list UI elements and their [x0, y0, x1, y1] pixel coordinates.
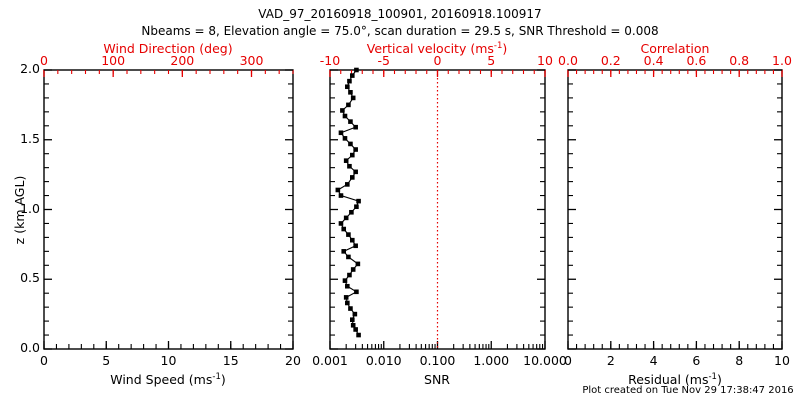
data-point — [348, 90, 353, 95]
panel3-tick-3: 6 — [692, 353, 701, 368]
panel3-top-tick-3: 0.6 — [686, 53, 707, 68]
data-point — [350, 152, 355, 158]
data-point — [350, 175, 355, 180]
panel3-tick-0: 0 — [564, 353, 572, 368]
data-point — [350, 95, 356, 101]
panel1-tick-3: 15 — [222, 353, 239, 368]
panel1-tick-2: 10 — [160, 353, 177, 368]
data-point — [349, 209, 354, 215]
data-point — [353, 169, 358, 175]
data-point — [345, 182, 350, 187]
panel2-tick-2: 0.100 — [419, 353, 456, 368]
panel1-top-tick-2: 200 — [170, 53, 195, 68]
data-point — [346, 232, 351, 237]
data-point — [345, 84, 350, 90]
data-point — [347, 163, 352, 169]
panel3-top-tick-1: 0.2 — [600, 53, 621, 68]
panel3-top-tick-0: 0.0 — [558, 53, 578, 68]
data-point — [341, 249, 347, 254]
panel3-tick-5: 10 — [774, 353, 790, 368]
data-point — [338, 130, 344, 136]
data-point — [353, 243, 358, 249]
data-point — [342, 113, 348, 119]
data-point — [350, 322, 356, 328]
data-point — [350, 73, 355, 78]
data-point — [345, 283, 350, 289]
panel2-top-tick-1: -5 — [377, 53, 390, 68]
panel1-tick-1: 5 — [102, 353, 111, 368]
panel3-top-axis-label: Correlation — [640, 41, 710, 56]
panel2-tick-0: 0.001 — [312, 353, 348, 368]
data-point — [340, 108, 345, 113]
panel3-top-tick-2: 0.4 — [643, 53, 664, 68]
data-point — [343, 295, 349, 300]
panel3-x-axis-label: Residual (ms-1) — [628, 371, 722, 387]
panel1-top-axis-label: Wind Direction (deg) — [103, 41, 233, 56]
panel3-top-tick-4: 0.8 — [729, 53, 750, 68]
data-point — [353, 327, 358, 332]
data-point — [356, 198, 361, 204]
data-point — [343, 215, 349, 221]
data-point — [343, 158, 349, 163]
data-point — [346, 102, 351, 108]
panel2-x-axis-label: SNR — [424, 372, 450, 387]
panel1-x-axis-label: Wind Speed (ms-1) — [110, 371, 226, 387]
figure-title: VAD_97_20160918_100901, 20160918.100917 — [258, 7, 542, 21]
data-point — [350, 237, 355, 243]
y-tick-2.0: 2.0 — [20, 61, 40, 76]
data-point — [346, 254, 351, 260]
data-point — [353, 147, 358, 152]
panel1-tick-0: 0 — [40, 353, 48, 368]
panel2-top-tick-4: 10 — [537, 53, 553, 68]
y-tick-0.0: 0.0 — [20, 340, 40, 355]
panel1-x-axis-label-text: Wind Speed (ms-1) — [110, 371, 226, 387]
data-point — [338, 193, 344, 198]
panel2-top-tick-3: 5 — [487, 53, 496, 68]
data-point — [338, 221, 344, 226]
y-tick-1.0: 1.0 — [20, 200, 40, 216]
data-point — [347, 272, 352, 278]
data-point — [353, 124, 358, 130]
panel3-top-tick-5: 1.0 — [772, 53, 792, 68]
data-point — [342, 136, 348, 141]
data-point — [345, 300, 350, 306]
data-point — [341, 226, 347, 232]
plot-created-footer: Plot created on Tue Nov 29 17:38:47 2016 — [582, 385, 794, 396]
data-point — [348, 141, 353, 147]
panel2-top-axis-label: Vertical velocity (ms-1) — [366, 40, 508, 56]
figure-subtitle: Nbeams = 8, Elevation angle = 75.0°, sca… — [141, 24, 659, 38]
panel2-tick-3: 1.000 — [473, 353, 510, 368]
panel2-tick-4: 10.000 — [523, 353, 567, 368]
data-point — [356, 332, 361, 338]
data-point — [354, 67, 359, 73]
panel2-tick-1: 0.010 — [365, 353, 402, 368]
panel3-tick-2: 4 — [649, 353, 658, 368]
panel2-top-tick-0: -10 — [319, 53, 341, 68]
panel2-top-tick-2: 0 — [433, 53, 442, 68]
data-point — [348, 119, 353, 124]
data-point — [342, 278, 348, 283]
panel1-top-tick-0: 0 — [40, 53, 48, 68]
panel1-top-tick-1: 100 — [101, 53, 126, 68]
data-point — [350, 317, 355, 322]
y-tick-1.5: 1.5 — [20, 130, 40, 146]
panel3-tick-4: 8 — [735, 353, 744, 368]
panel1-top-tick-3: 300 — [239, 53, 264, 68]
data-point — [354, 289, 359, 295]
data-point — [347, 78, 352, 84]
data-point — [350, 267, 356, 272]
data-point — [355, 261, 361, 267]
panel1-tick-4: 20 — [285, 353, 301, 368]
data-point — [348, 306, 353, 311]
data-point — [354, 204, 359, 210]
data-point — [352, 311, 358, 317]
y-tick-0.5: 0.5 — [20, 270, 40, 286]
panel3-tick-1: 2 — [606, 353, 615, 368]
data-point — [335, 187, 341, 193]
